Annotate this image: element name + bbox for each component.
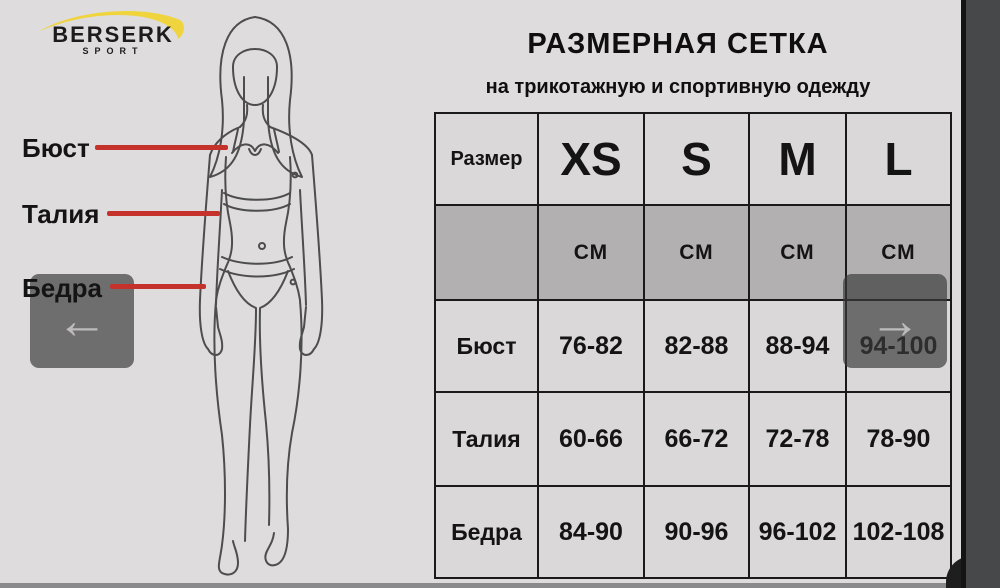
size-cell-m: M	[748, 112, 847, 206]
measure-pointer-line-hips	[110, 284, 206, 289]
table-row-hips: Бедра 84-90 90-96 96-102 102-108	[434, 485, 952, 579]
measure-label-text: Талия	[22, 199, 100, 229]
value-bust-xs: 76-82	[537, 299, 645, 393]
measure-label-text: Бедра	[22, 273, 102, 303]
brand-tagline: SPORT	[82, 46, 144, 56]
value-waist-s: 66-72	[643, 391, 750, 487]
logo-swoosh-icon	[38, 10, 184, 39]
value-waist-l: 78-90	[845, 391, 952, 487]
measure-label-text: Бюст	[22, 133, 90, 163]
arrow-left-icon: ←	[56, 292, 108, 350]
photo-bottom-edge	[0, 583, 966, 588]
body-figure-illustration	[198, 16, 324, 576]
row-label-waist: Талия	[434, 391, 539, 487]
value-hips-xs: 84-90	[537, 485, 645, 579]
measure-pointer-line-waist	[107, 211, 220, 216]
page-subtitle: на трикотажную и спортивную одежду	[485, 76, 871, 98]
value-waist-xs: 60-66	[537, 391, 645, 487]
brand-name: BERSERK	[52, 22, 174, 47]
carousel-prev-button[interactable]: ←	[30, 274, 134, 368]
measure-label-bust: Бюст	[22, 133, 90, 164]
value-hips-l: 102-108	[845, 485, 952, 579]
measure-label-hips: Бедра	[22, 273, 102, 304]
unit-cell: СМ	[748, 204, 847, 301]
unit-cell-empty	[434, 204, 539, 301]
viewer-right-background	[966, 0, 1000, 588]
size-table-corner-cell: Размер	[434, 112, 539, 206]
photo-right-edge-line	[961, 0, 966, 588]
page-title: РАЗМЕРНАЯ СЕТКА	[527, 28, 829, 60]
brand-logo: BERSERK SPORT	[28, 6, 198, 66]
size-cell-l: L	[845, 112, 952, 206]
row-label-bust: Бюст	[434, 299, 539, 393]
carousel-next-button[interactable]: →	[843, 274, 947, 368]
value-waist-m: 72-78	[748, 391, 847, 487]
arrow-right-icon: →	[869, 292, 921, 350]
value-hips-s: 90-96	[643, 485, 750, 579]
unit-cell: СМ	[643, 204, 750, 301]
size-table-header-row: Размер XS S M L	[434, 112, 952, 206]
value-bust-m: 88-94	[748, 299, 847, 393]
value-hips-m: 96-102	[748, 485, 847, 579]
row-label-hips: Бедра	[434, 485, 539, 579]
size-table-units-row: СМ СМ СМ СМ	[434, 204, 952, 301]
size-cell-xs: XS	[537, 112, 645, 206]
measure-label-waist: Талия	[22, 199, 99, 230]
table-row-waist: Талия 60-66 66-72 72-78 78-90	[434, 391, 952, 487]
measure-pointer-line-bust	[95, 145, 228, 150]
value-bust-s: 82-88	[643, 299, 750, 393]
unit-cell: СМ	[537, 204, 645, 301]
size-cell-s: S	[643, 112, 750, 206]
